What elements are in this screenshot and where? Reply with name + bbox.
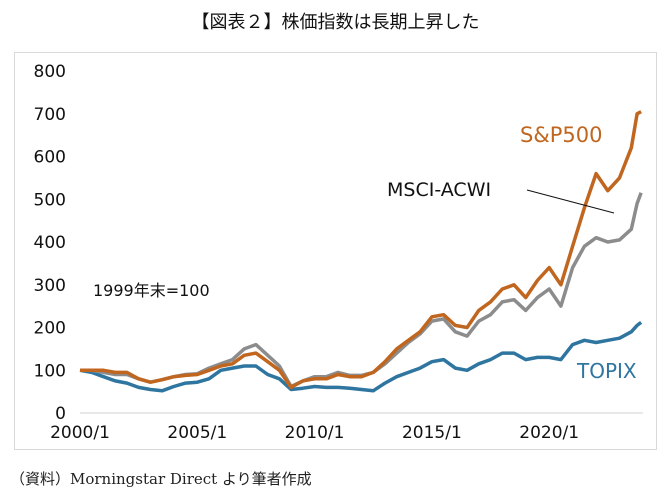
leader-line bbox=[526, 189, 615, 214]
y-tick-label: 400 bbox=[34, 233, 66, 253]
x-tick-label: 2000/1 bbox=[50, 423, 110, 443]
y-tick-label: 200 bbox=[34, 319, 66, 339]
y-tick-label: 300 bbox=[34, 276, 66, 296]
series-label-msci-acwi: MSCI-ACWI bbox=[387, 179, 491, 201]
y-tick-label: 600 bbox=[34, 148, 66, 168]
x-tick-label: 2010/1 bbox=[285, 423, 345, 443]
chart-title: 【図表２】株価指数は長期上昇した bbox=[191, 12, 480, 33]
chart-frame bbox=[14, 52, 657, 450]
series-label-topix: TOPIX bbox=[576, 359, 637, 383]
x-tick-label: 2005/1 bbox=[167, 423, 227, 443]
source-note: （資料）Morningstar Direct より筆者作成 bbox=[10, 470, 312, 488]
series-label-sp500: S&P500 bbox=[520, 123, 602, 147]
y-tick-label: 700 bbox=[34, 105, 66, 125]
y-tick-label: 100 bbox=[34, 361, 66, 381]
x-tick-label: 2020/1 bbox=[519, 423, 579, 443]
series-line-s-p500 bbox=[80, 110, 642, 390]
x-tick-label: 2015/1 bbox=[402, 423, 462, 443]
series-line-topix bbox=[79, 321, 643, 393]
y-tick-label: 0 bbox=[55, 404, 66, 424]
y-tick-label: 500 bbox=[34, 190, 66, 210]
base-annotation: 1999年末=100 bbox=[93, 281, 210, 300]
y-tick-label: 800 bbox=[34, 62, 66, 82]
